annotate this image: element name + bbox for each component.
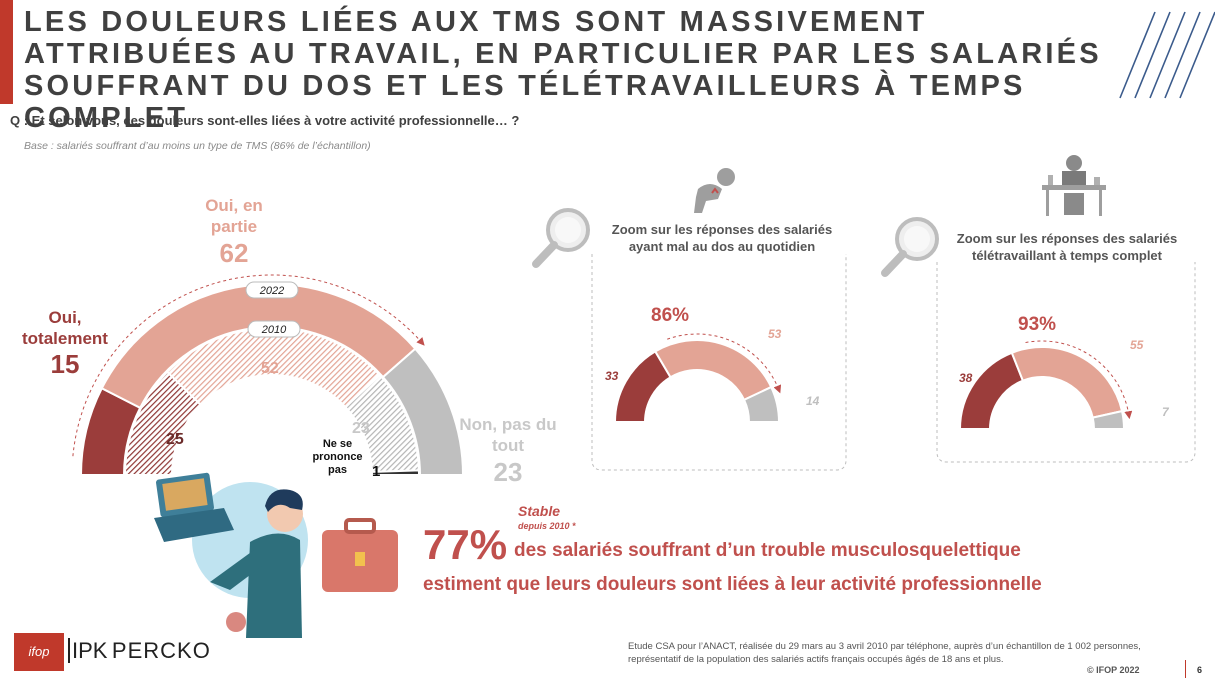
zoom2-value-partie: 55 — [1130, 338, 1144, 352]
sample-base: Base : salariés souffrant d’au moins un … — [24, 140, 371, 152]
page-title: LES DOULEURS LIÉES AUX TMS SONT MASSIVEM… — [24, 6, 1102, 134]
key-figure: 77% — [423, 521, 508, 568]
label-nsp-line1: Ne se — [322, 438, 353, 450]
percko-wordmark: PERCKO — [111, 638, 211, 663]
zoom2-half-donut-chart — [958, 340, 1133, 430]
label-non-value: 23 — [493, 457, 523, 487]
zoom2-title-line1: Zoom sur les réponses des salariés — [956, 231, 1178, 246]
outer-ring-2022 — [79, 283, 465, 476]
survey-question: Q : Et selon vous, ces douleurs sont-ell… — [10, 113, 520, 128]
label-oui-totalement-line2: totalement — [22, 329, 108, 348]
zoom1-value-non: 14 — [806, 394, 820, 408]
teleworker-icon — [1042, 155, 1106, 216]
zoom2-bar-oui-partie — [1010, 346, 1124, 419]
bar-2010-nsp — [370, 469, 421, 476]
title-accent-bar — [0, 0, 13, 104]
magnifier-icon — [532, 208, 590, 268]
zoom1-trend-arrow — [667, 333, 782, 394]
label-nsp: Ne se prononce pas — [305, 438, 370, 477]
zoom1-value-partie: 53 — [768, 327, 782, 341]
zoom1-title: Zoom sur les réponses des salariés ayant… — [597, 221, 847, 255]
source-footnote: Etude CSA pour l’ANACT, réalisée du 29 m… — [628, 640, 1141, 666]
label-inner-oui-totalement: 25 — [166, 431, 184, 448]
main-half-donut-chart: 2022 2010 — [72, 274, 465, 476]
zoom1-half-donut-chart — [613, 333, 782, 423]
zoom2-value-totalement: 38 — [959, 371, 973, 385]
stable-since-label: depuis 2010 * — [518, 521, 576, 531]
inner-ring-2010 — [123, 327, 421, 476]
zoom2-value-non: 7 — [1162, 405, 1169, 419]
zoom2-title: Zoom sur les réponses des salariés télét… — [942, 230, 1192, 264]
page-number: 6 — [1197, 665, 1203, 675]
zoom1-title-line1: Zoom sur les réponses des salariés — [611, 222, 833, 237]
label-non-line2: tout — [491, 436, 525, 455]
label-oui-partie-value: 62 — [219, 238, 249, 268]
year-inner: 2010 — [261, 324, 287, 336]
label-nsp-line2: prononce — [312, 451, 363, 463]
source-footnote-line1: Etude CSA pour l’ANACT, réalisée du 29 m… — [628, 641, 1141, 652]
copyright: © IFOP 2022 — [1087, 665, 1140, 675]
zoom1-ring — [613, 339, 781, 423]
zoom1-bar-oui-partie — [653, 339, 773, 402]
year-badge-outer — [245, 281, 299, 299]
percko-logo-group: IPK PERCKO — [68, 638, 211, 664]
magnifier-icon — [881, 217, 939, 277]
back-pain-icon — [694, 168, 735, 213]
zoom2-ring — [958, 346, 1126, 430]
label-nsp-value: 1 — [372, 463, 381, 480]
label-non-line1: Non, pas du — [459, 415, 557, 434]
zoom2-total: 93% — [1018, 314, 1057, 335]
worker-back-pain-illustration — [154, 472, 398, 638]
zoom2-trend-arrow — [1025, 340, 1133, 420]
zoom2-title-line2: télétravaillant à temps complet — [971, 248, 1162, 263]
label-oui-partie-line1: Oui, en — [205, 196, 263, 215]
zoom1-title-line2: ayant mal au dos au quotidien — [628, 239, 816, 254]
zoom2-frame — [936, 262, 1196, 463]
key-figure-text-line2: estiment que leurs douleurs sont liées à… — [423, 574, 1042, 595]
stable-label: Stable — [518, 503, 561, 519]
label-oui-totalement-line1: Oui, — [48, 308, 82, 327]
zoom1-total: 86% — [651, 305, 690, 326]
label-non: Non, pas du tout 23 — [452, 414, 564, 488]
year-outer: 2022 — [259, 285, 284, 297]
zoom1-value-totalement: 33 — [605, 369, 619, 383]
zoom1-bar-non — [742, 385, 781, 423]
label-nsp-line3: pas — [328, 464, 347, 476]
ifop-logo: ifop — [14, 633, 64, 671]
source-footnote-line2: représentatif de la population des salar… — [628, 654, 1004, 665]
key-figure-text-line1: des salariés souffrant d’un trouble musc… — [514, 540, 1021, 561]
percko-mark: IPK — [68, 638, 108, 663]
zoom2-bar-non — [1091, 409, 1126, 430]
label-oui-totalement: Oui, totalement 15 — [10, 307, 120, 379]
zoom1-frame — [591, 254, 847, 471]
zoom2-bar-oui-totalement — [958, 351, 1025, 430]
label-inner-non: 23 — [352, 420, 370, 437]
label-oui-partie: Oui, en partie 62 — [184, 195, 284, 269]
label-oui-partie-line2: partie — [210, 217, 258, 236]
page-number-divider — [1185, 660, 1186, 678]
label-oui-totalement-value: 15 — [50, 349, 80, 379]
label-inner-oui-partie: 52 — [261, 360, 279, 377]
year-badge-inner — [247, 320, 301, 338]
decorative-hatch-lines — [1119, 11, 1215, 99]
